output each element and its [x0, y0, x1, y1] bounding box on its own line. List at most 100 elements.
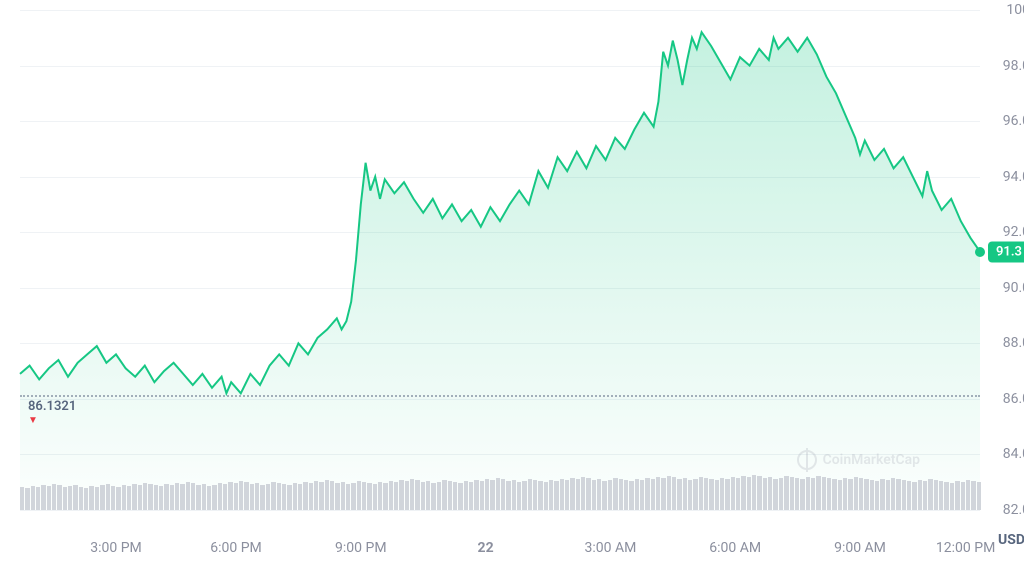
watermark: CoinMarketCap [797, 450, 920, 470]
volume-bar [68, 486, 72, 510]
volume-bar [688, 480, 692, 510]
price-chart[interactable]: 86.1321 ▼ CoinMarketCap 82.084.086.088.0… [20, 10, 980, 510]
down-arrow-icon: ▼ [28, 415, 38, 426]
volume-bar [84, 488, 88, 510]
volume-bar [581, 477, 585, 510]
volume-bar [640, 480, 644, 510]
volume-bar [228, 482, 232, 510]
volume-bar [196, 485, 200, 510]
volume-bar [485, 479, 489, 510]
volume-bar [848, 479, 852, 510]
currency-label: USD [998, 532, 1024, 548]
x-tick-label: 12:00 PM [936, 540, 995, 556]
volume-bar [795, 478, 799, 510]
x-tick-label: 3:00 PM [90, 540, 142, 556]
volume-bar [132, 484, 136, 510]
volume-bar [827, 478, 831, 510]
volume-bar [63, 487, 67, 510]
volume-bar [784, 476, 788, 510]
volume-bar [757, 476, 761, 510]
volume-bar [811, 478, 815, 510]
volume-bar [41, 485, 45, 510]
volume-bar [357, 481, 361, 510]
volume-bar [218, 483, 222, 510]
volume-bar [458, 483, 462, 510]
volume-bar [966, 480, 970, 510]
volume-bar [629, 481, 633, 510]
volume-bar [244, 482, 248, 510]
x-tick-label: 9:00 AM [834, 540, 886, 556]
y-tick-label: 90.0 [1003, 280, 1024, 296]
volume-bar [602, 481, 606, 510]
volume-bar [875, 481, 879, 510]
volume-bar [918, 480, 922, 510]
volume-bar [309, 483, 313, 510]
x-tick-label: 6:00 AM [709, 540, 761, 556]
volume-bar [148, 484, 152, 510]
volume-bar [239, 481, 243, 510]
volume-bar [351, 483, 355, 510]
volume-bar [549, 480, 553, 510]
volume-bar [442, 480, 446, 510]
y-tick-label: 82.0 [1003, 502, 1024, 518]
volume-bar [250, 484, 254, 510]
y-tick-label: 96.0 [1003, 113, 1024, 129]
volume-bar [864, 479, 868, 510]
volume-bar [512, 480, 516, 510]
volume-bar [191, 483, 195, 510]
volume-bar [52, 484, 56, 510]
volume-bar [36, 487, 40, 510]
start-value-label: 86.1321 [28, 399, 76, 414]
current-price-badge: 91.3 [988, 241, 1024, 262]
volume-bar [57, 485, 61, 510]
volume-bar [100, 485, 104, 510]
volume-bar [912, 482, 916, 510]
volume-bar [496, 478, 500, 510]
volume-bar [405, 481, 409, 510]
current-price-dot [975, 247, 985, 257]
volume-bar [779, 478, 783, 510]
volume-bar [699, 477, 703, 510]
volume-bar [709, 479, 713, 510]
volume-bar [816, 476, 820, 510]
y-tick-label: 84.0 [1003, 446, 1024, 462]
volume-bar [127, 486, 131, 510]
volume-bar [143, 483, 147, 510]
volume-bar [234, 483, 238, 510]
volume-bar [186, 482, 190, 510]
volume-bar [741, 476, 745, 510]
volume-bar [223, 484, 227, 510]
volume-bar [961, 482, 965, 510]
volume-bar [736, 478, 740, 510]
volume-bar [528, 479, 532, 510]
y-tick-label: 100 [1006, 2, 1024, 18]
volume-bar [212, 485, 216, 510]
volume-bar [175, 483, 179, 510]
volume-bar [693, 479, 697, 510]
volume-bar [608, 480, 612, 510]
volume-bar [923, 481, 927, 510]
volume-bar [576, 479, 580, 510]
coinmarketcap-icon [797, 450, 817, 470]
volume-bar [480, 481, 484, 510]
volume-bar [806, 477, 810, 510]
volume-bar [565, 480, 569, 510]
volume-bar [870, 480, 874, 510]
x-tick-label: 22 [478, 540, 494, 556]
volume-bar [570, 478, 574, 510]
volume-bar [592, 480, 596, 510]
volume-bar [934, 480, 938, 510]
volume-bar [538, 481, 542, 510]
volume-bar [554, 481, 558, 510]
volume-bar [170, 485, 174, 510]
volume-bar [346, 484, 350, 510]
volume-bar [891, 478, 895, 510]
volume-bar [303, 482, 307, 510]
volume-bar [282, 484, 286, 510]
volume-bar [325, 480, 329, 510]
volume-bar [731, 477, 735, 510]
volume-bar [453, 482, 457, 510]
volume-bar [752, 475, 756, 510]
volume-bar [266, 484, 270, 510]
volume-bar [635, 479, 639, 510]
